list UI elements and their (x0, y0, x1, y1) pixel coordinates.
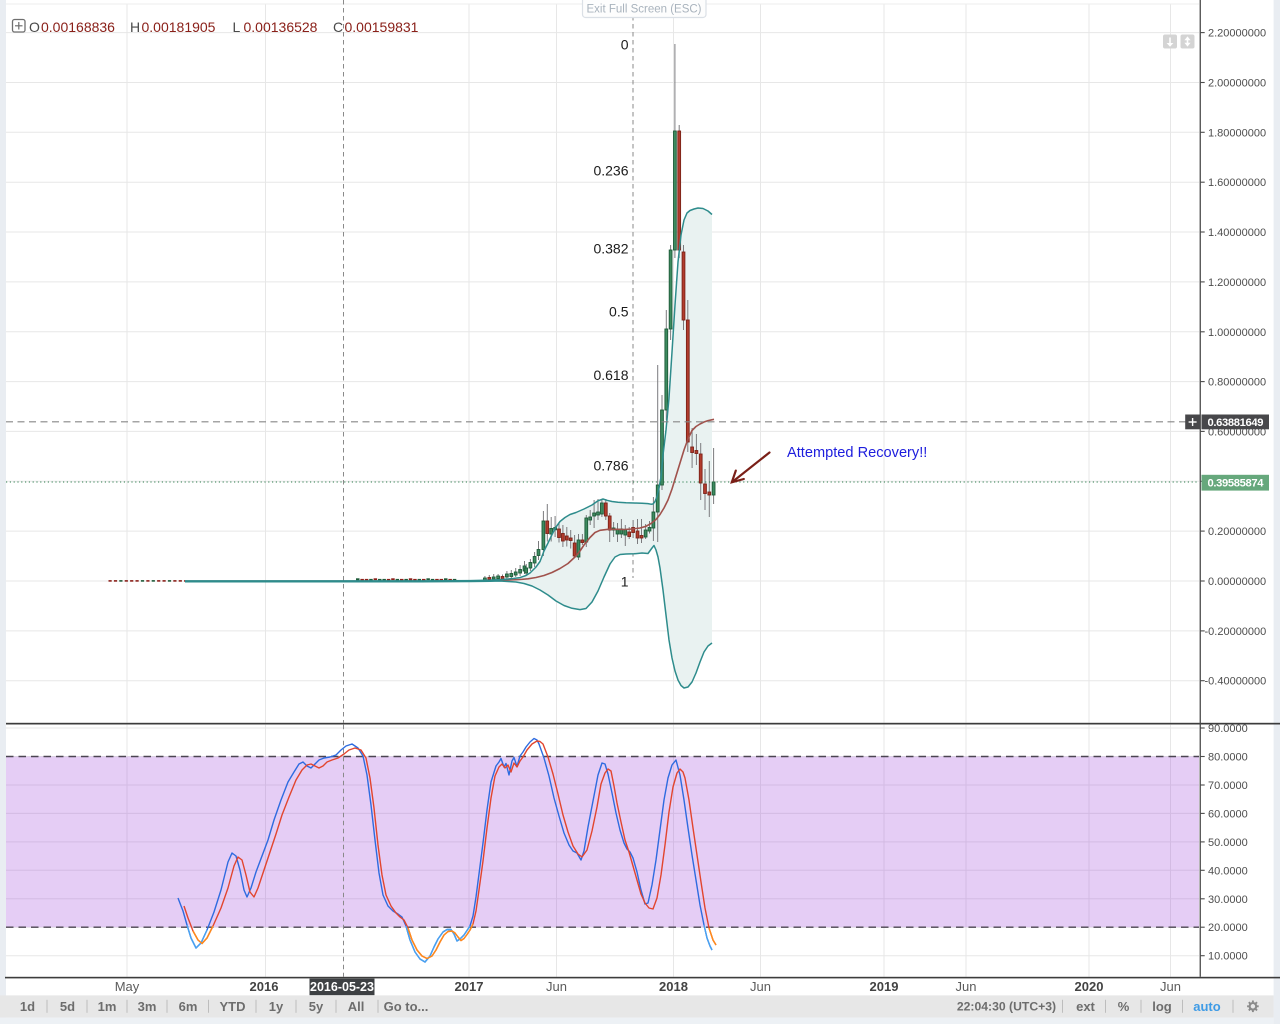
svg-text:1m: 1m (98, 999, 117, 1014)
svg-text:90.0000: 90.0000 (1208, 723, 1248, 735)
svg-text:5y: 5y (309, 999, 324, 1014)
svg-text:5d: 5d (60, 999, 75, 1014)
svg-text:60.0000: 60.0000 (1208, 808, 1248, 820)
svg-text:0.618: 0.618 (593, 367, 628, 383)
svg-text:1.20000000: 1.20000000 (1208, 277, 1266, 289)
svg-text:Exit Full Screen (ESC): Exit Full Screen (ESC) (586, 4, 701, 16)
svg-text:1: 1 (621, 573, 629, 589)
svg-text:0.382: 0.382 (593, 240, 628, 256)
svg-text:20.0000: 20.0000 (1208, 922, 1248, 934)
svg-text:0.20000000: 0.20000000 (1208, 526, 1266, 538)
svg-text:Attempted Recovery!!: Attempted Recovery!! (787, 445, 927, 461)
svg-text:0.00181905: 0.00181905 (142, 19, 216, 35)
svg-text:0.63881649: 0.63881649 (1208, 417, 1264, 429)
svg-text:0: 0 (621, 37, 629, 53)
svg-text:50.0000: 50.0000 (1208, 837, 1248, 849)
svg-text:30.0000: 30.0000 (1208, 894, 1248, 906)
svg-text:2.20000000: 2.20000000 (1208, 28, 1266, 40)
svg-text:May: May (115, 979, 140, 994)
svg-text:70.0000: 70.0000 (1208, 780, 1248, 792)
svg-text:Jun: Jun (546, 979, 567, 994)
svg-text:All: All (348, 999, 365, 1014)
svg-text:2019: 2019 (870, 979, 899, 994)
svg-text:L: L (233, 19, 241, 35)
svg-text:1.00000000: 1.00000000 (1208, 327, 1266, 339)
svg-text:3m: 3m (138, 999, 157, 1014)
svg-text:40.0000: 40.0000 (1208, 865, 1248, 877)
svg-text:6m: 6m (179, 999, 198, 1014)
svg-text:Jun: Jun (750, 979, 771, 994)
svg-text:2018: 2018 (659, 979, 688, 994)
svg-text:2016-05-23: 2016-05-23 (310, 980, 374, 994)
svg-text:YTD: YTD (220, 999, 246, 1014)
svg-text:auto: auto (1193, 999, 1221, 1014)
svg-text:0.00136528: 0.00136528 (244, 19, 318, 35)
svg-text:-0.40000000: -0.40000000 (1205, 676, 1267, 688)
svg-text:-0.20000000: -0.20000000 (1205, 626, 1267, 638)
svg-text:ext: ext (1076, 999, 1095, 1014)
svg-text:Jun: Jun (956, 979, 977, 994)
svg-text:1.60000000: 1.60000000 (1208, 177, 1266, 189)
svg-text:2.00000000: 2.00000000 (1208, 78, 1266, 90)
svg-text:0.00168836: 0.00168836 (41, 19, 115, 35)
svg-text:1.80000000: 1.80000000 (1208, 127, 1266, 139)
svg-text:0.60000000: 0.60000000 (1208, 426, 1266, 438)
svg-text:80.0000: 80.0000 (1208, 752, 1248, 764)
svg-text:0.00000000: 0.00000000 (1208, 576, 1266, 588)
svg-text:log: log (1152, 999, 1172, 1014)
svg-text:2020: 2020 (1075, 979, 1104, 994)
svg-text:0.786: 0.786 (593, 457, 628, 473)
svg-text:2017: 2017 (455, 979, 484, 994)
svg-text:22:04:30 (UTC+3): 22:04:30 (UTC+3) (957, 1000, 1056, 1014)
svg-text:1d: 1d (20, 999, 35, 1014)
svg-text:H: H (130, 19, 140, 35)
svg-text:C: C (333, 19, 343, 35)
svg-text:1y: 1y (269, 999, 284, 1014)
svg-text:10.0000: 10.0000 (1208, 951, 1248, 963)
svg-text:Go to...: Go to... (384, 999, 429, 1014)
svg-text:0.236: 0.236 (593, 163, 628, 179)
svg-text:0.5: 0.5 (609, 304, 629, 320)
svg-text:O: O (29, 19, 40, 35)
svg-text:0.39585874: 0.39585874 (1208, 478, 1265, 490)
svg-text:1.40000000: 1.40000000 (1208, 227, 1266, 239)
svg-text:0.80000000: 0.80000000 (1208, 377, 1266, 389)
svg-text:%: % (1118, 999, 1130, 1014)
svg-text:Jun: Jun (1160, 979, 1181, 994)
svg-text:2016: 2016 (250, 979, 279, 994)
svg-text:0.00159831: 0.00159831 (345, 19, 419, 35)
